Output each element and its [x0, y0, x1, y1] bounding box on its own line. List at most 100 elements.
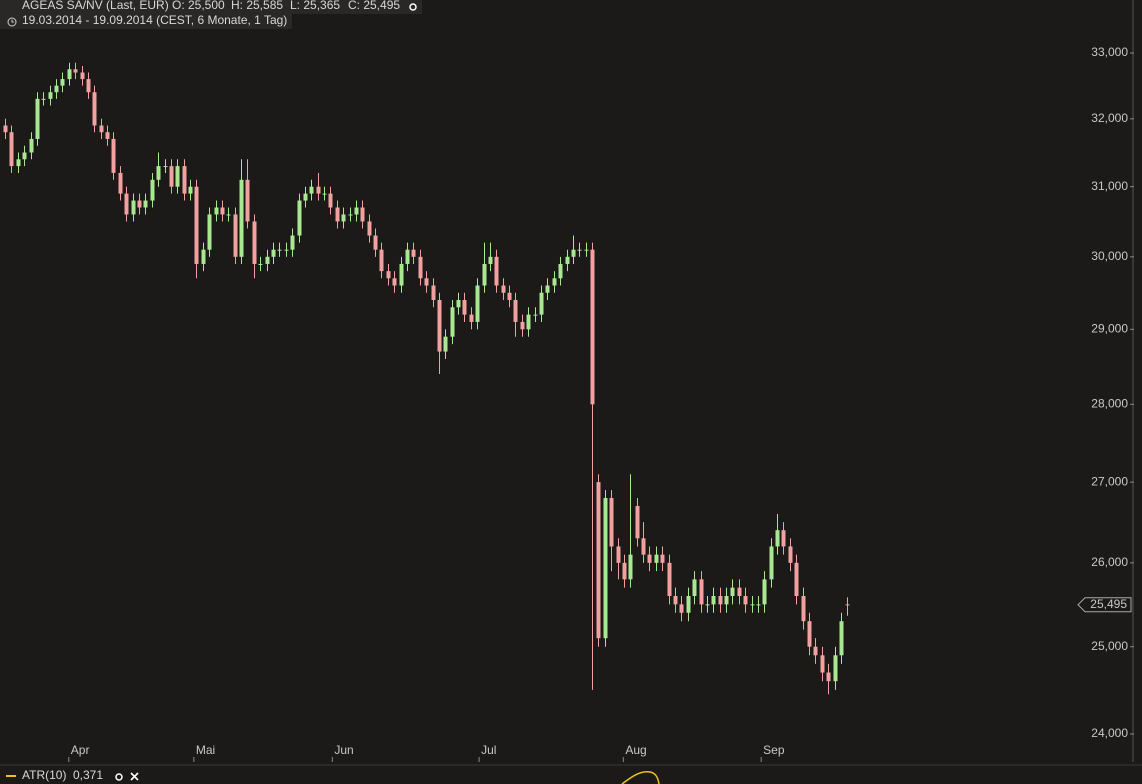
candle-body — [775, 530, 780, 547]
candle-body — [424, 278, 429, 286]
candle-body — [641, 538, 646, 555]
y-tick-label: 26,000 — [1091, 555, 1128, 569]
candle-body — [245, 179, 250, 222]
ohlc-label: O: 25,500 — [172, 0, 225, 12]
candle-body — [577, 249, 582, 251]
candle-body — [711, 595, 716, 605]
candle-body — [507, 292, 512, 301]
x-tick-label: Apr — [71, 743, 90, 757]
candle-body — [35, 98, 40, 139]
header-bar — [0, 14, 292, 29]
candle-body — [513, 300, 518, 322]
candle-body — [22, 152, 27, 160]
ohlc-label: H: 25,585 — [231, 0, 283, 12]
candle-body — [552, 278, 557, 286]
candle-body — [67, 69, 72, 80]
y-tick-label: 29,000 — [1091, 321, 1128, 335]
candle-body — [418, 256, 423, 279]
candle-body — [258, 263, 263, 265]
indicator-close[interactable] — [130, 772, 139, 781]
candle-body — [252, 221, 257, 264]
candle-body — [494, 256, 499, 286]
candle-body — [756, 604, 761, 606]
ohlc-label: L: 25,365 — [290, 0, 340, 12]
indicator-value: 0,371 — [73, 768, 103, 782]
candle-body — [788, 546, 793, 563]
candle-body — [80, 72, 85, 80]
y-tick-label: 32,000 — [1091, 111, 1128, 125]
y-tick-label: 27,000 — [1091, 474, 1128, 488]
candle-body — [54, 85, 59, 93]
candle-body — [277, 249, 282, 251]
candle-body — [718, 595, 723, 605]
candle-body — [143, 200, 148, 208]
candle-body — [207, 214, 212, 250]
candle-body — [73, 69, 78, 73]
candle-body — [603, 498, 608, 639]
candle-body — [769, 546, 774, 580]
candle-body — [539, 292, 544, 315]
y-tick-label: 33,000 — [1091, 45, 1128, 59]
candle-body — [156, 166, 161, 180]
candle-body — [328, 193, 333, 208]
candle-body — [379, 249, 384, 272]
candle-body — [316, 186, 321, 194]
candle-body — [724, 595, 729, 605]
candle-body — [341, 214, 346, 222]
candle-body — [730, 587, 735, 596]
candle-body — [399, 263, 404, 286]
candle-body — [233, 214, 238, 257]
candle-body — [354, 207, 359, 215]
candle-body — [533, 314, 538, 316]
candle-body — [705, 604, 710, 606]
candle-body — [188, 186, 193, 194]
y-tick-label: 25,000 — [1091, 639, 1128, 653]
candle-body — [3, 125, 8, 133]
candle-body — [239, 179, 244, 257]
last-price-tag — [1077, 597, 1132, 613]
candle-body — [41, 98, 46, 100]
candle-body — [596, 482, 601, 639]
candle-body — [443, 336, 448, 352]
settings-icon[interactable] — [409, 3, 417, 11]
chart-subtitle: 19.03.2014 - 19.09.2014 (CEST, 6 Monate,… — [22, 13, 287, 27]
candle-body — [622, 562, 627, 580]
candle-body — [845, 604, 850, 606]
candle-body — [686, 595, 691, 613]
candle-body — [194, 186, 199, 264]
candle-body — [386, 271, 391, 279]
candle-body — [322, 193, 327, 195]
candle-body — [9, 132, 14, 167]
candle-body — [692, 579, 697, 596]
candle-body — [226, 214, 231, 216]
candle-body — [456, 300, 461, 308]
candle-body — [488, 256, 493, 264]
candle-body — [565, 256, 570, 264]
indicator-panel — [0, 765, 1142, 784]
indicator-settings[interactable] — [115, 773, 123, 781]
candle-body — [660, 554, 665, 563]
candle-body — [469, 314, 474, 322]
candle-body — [699, 579, 704, 605]
candle-body — [654, 554, 659, 563]
candle-body — [590, 249, 595, 405]
candle-body — [571, 249, 576, 257]
candle-body — [118, 172, 123, 194]
candle-body — [462, 300, 467, 315]
candle-body — [297, 200, 302, 236]
y-tick-label: 30,000 — [1091, 249, 1128, 263]
ohlc-label: C: 25,495 — [348, 0, 400, 12]
candle-body — [558, 263, 563, 279]
candle-body — [169, 166, 174, 187]
candle-body — [820, 655, 825, 673]
clock-icon — [11, 19, 14, 23]
candle-body — [647, 554, 652, 563]
y-tick-label: 24,000 — [1091, 726, 1128, 740]
candle-body — [628, 554, 633, 580]
candle-body — [833, 655, 838, 682]
candle-body — [284, 249, 289, 251]
candle-body — [520, 321, 525, 330]
chart-title: AGEAS SA/NV (Last, EUR) — [22, 0, 169, 12]
